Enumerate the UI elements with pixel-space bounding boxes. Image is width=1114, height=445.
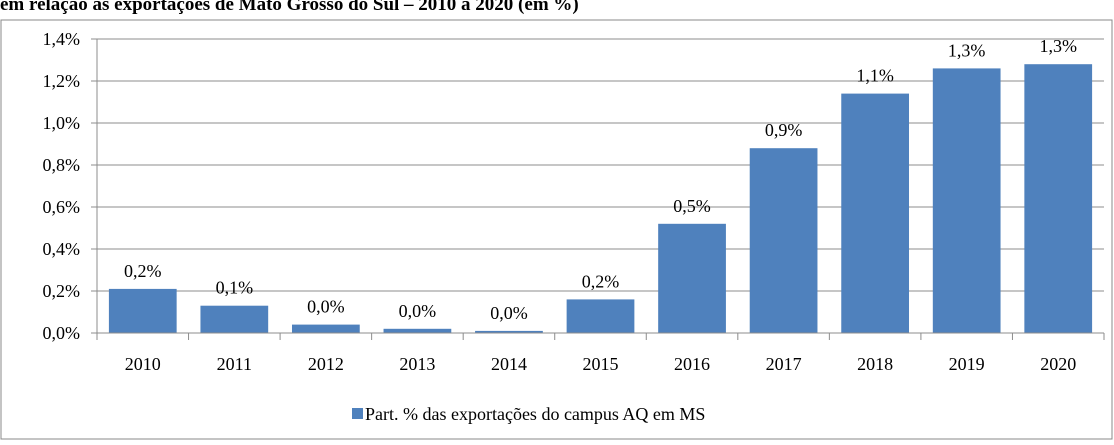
data-label: 0,9% — [765, 120, 803, 140]
bar — [475, 330, 543, 333]
data-label: 0,0% — [307, 297, 345, 317]
data-label: 0,2% — [582, 271, 620, 291]
legend-swatch — [352, 408, 363, 419]
legend-label: Part. % das exportações do campus AQ em … — [365, 404, 705, 424]
data-label: 1,3% — [1039, 36, 1077, 56]
data-label: 1,1% — [856, 66, 894, 86]
x-tick-label: 2012 — [308, 354, 344, 374]
y-tick-label: 1,0% — [43, 113, 81, 133]
chart-title: em relação às exportações de Mato Grosso… — [0, 0, 579, 15]
y-tick-label: 0,8% — [43, 155, 81, 175]
bar — [749, 148, 818, 333]
y-tick-label: 1,2% — [43, 71, 81, 91]
x-tick-label: 2011 — [217, 354, 252, 374]
x-tick-label: 2020 — [1040, 354, 1076, 374]
bar — [841, 93, 910, 333]
bar — [200, 305, 269, 333]
chart-border — [0, 19, 1113, 440]
data-label: 0,5% — [673, 196, 711, 216]
y-tick-label: 1,4% — [43, 29, 81, 49]
data-label: 0,0% — [399, 301, 437, 321]
bar — [566, 299, 635, 333]
y-tick-label: 0,6% — [43, 197, 81, 217]
y-tick-label: 0,4% — [43, 239, 81, 259]
data-label: 0,1% — [216, 278, 254, 298]
y-tick-label: 0,0% — [43, 323, 81, 343]
y-tick-label: 0,2% — [43, 281, 81, 301]
bar — [658, 223, 726, 333]
x-tick-label: 2018 — [857, 354, 893, 374]
x-tick-label: 2013 — [399, 354, 435, 374]
x-tick-label: 2016 — [674, 354, 710, 374]
x-tick-label: 2014 — [491, 354, 527, 374]
data-label: 0,2% — [124, 261, 162, 281]
bar — [1024, 64, 1093, 333]
x-tick-label: 2015 — [583, 354, 619, 374]
data-label: 1,3% — [948, 40, 986, 60]
bar — [932, 68, 1001, 334]
bar — [108, 288, 177, 333]
bar — [291, 324, 360, 333]
data-label: 0,0% — [490, 303, 528, 323]
bar — [383, 328, 452, 333]
x-tick-label: 2010 — [125, 354, 161, 374]
x-tick-label: 2017 — [766, 354, 802, 374]
x-tick-label: 2019 — [949, 354, 985, 374]
